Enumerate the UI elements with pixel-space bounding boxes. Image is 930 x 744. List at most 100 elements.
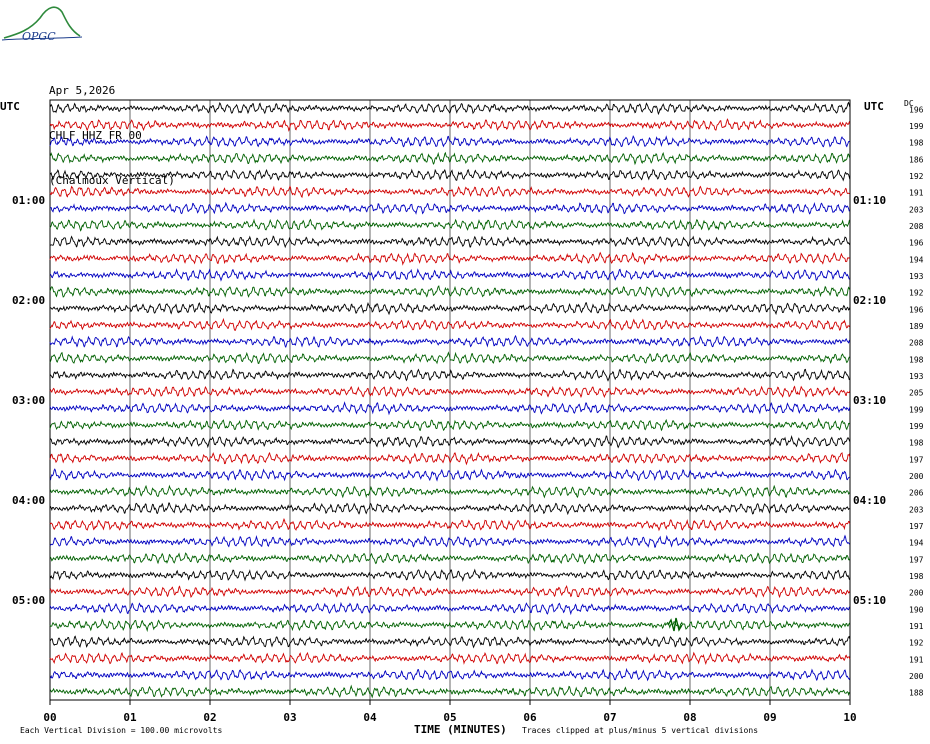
trace-row bbox=[49, 401, 851, 416]
row-offset-value: 203 bbox=[909, 505, 924, 514]
trace-row bbox=[49, 451, 851, 466]
row-offset-value: 198 bbox=[909, 355, 924, 364]
row-offset-value: 199 bbox=[909, 405, 924, 414]
row-offset-value: 199 bbox=[909, 122, 924, 131]
row-offset-value: 199 bbox=[909, 422, 924, 431]
right-time-label: 02:10 bbox=[853, 294, 886, 307]
row-offset-value: 192 bbox=[909, 172, 924, 181]
trace-row bbox=[49, 285, 851, 299]
rms-header: DC bbox=[904, 99, 914, 108]
trace-row bbox=[49, 534, 851, 548]
trace-row bbox=[49, 251, 851, 266]
row-offset-value: 197 bbox=[909, 455, 924, 464]
trace-row bbox=[49, 651, 851, 665]
row-offset-value: 193 bbox=[909, 372, 924, 381]
trace-row bbox=[49, 435, 851, 449]
row-offset-value: 196 bbox=[909, 305, 924, 314]
row-offset-value: 186 bbox=[909, 155, 924, 164]
trace-row bbox=[49, 317, 851, 331]
x-tick-label: 03 bbox=[283, 711, 296, 724]
left-time-label: 04:00 bbox=[12, 494, 45, 507]
trace-row bbox=[49, 568, 851, 582]
trace-row bbox=[49, 185, 850, 199]
x-tick-label: 04 bbox=[363, 711, 377, 724]
trace-row bbox=[49, 684, 850, 699]
x-tick-label: 05 bbox=[443, 711, 456, 724]
row-offset-value: 200 bbox=[909, 589, 924, 598]
trace-row bbox=[49, 218, 851, 232]
x-tick-label: 01 bbox=[123, 711, 137, 724]
row-offset-value: 193 bbox=[909, 272, 924, 281]
x-tick-label: 02 bbox=[203, 711, 216, 724]
row-offset-value: 197 bbox=[909, 522, 924, 531]
row-offset-value: 194 bbox=[909, 255, 924, 264]
left-time-label: 02:00 bbox=[12, 294, 45, 307]
row-offset-value: 206 bbox=[909, 489, 924, 498]
opgc-logo: OPGC bbox=[1, 6, 83, 43]
trace-row bbox=[49, 468, 851, 482]
row-offset-value: 191 bbox=[909, 655, 924, 664]
event-spike bbox=[667, 617, 683, 632]
x-axis-title: TIME (MINUTES) bbox=[414, 723, 507, 736]
trace-row bbox=[49, 135, 851, 148]
left-axis-title: UTC bbox=[0, 100, 20, 113]
clip-note: Traces clipped at plus/minus 5 vertical … bbox=[522, 726, 758, 735]
x-tick-label: 07 bbox=[603, 711, 616, 724]
trace-row bbox=[49, 334, 851, 348]
x-tick-label: 00 bbox=[43, 711, 56, 724]
row-offset-value: 200 bbox=[909, 472, 924, 481]
trace-row bbox=[49, 518, 851, 532]
row-offset-value: 191 bbox=[909, 622, 924, 631]
trace-row bbox=[49, 585, 851, 599]
row-offset-value: 208 bbox=[909, 222, 924, 231]
trace-row bbox=[49, 168, 851, 182]
row-offset-value: 203 bbox=[909, 205, 924, 214]
trace-row bbox=[49, 101, 851, 116]
axis-label-group: 196 199 198 186 192 191 203 208 196 194 193 192 196 1… bbox=[0, 99, 924, 736]
trace-row bbox=[49, 635, 851, 649]
trace-row bbox=[49, 302, 851, 316]
row-offset-value: 191 bbox=[909, 189, 924, 198]
row-offset-value: 190 bbox=[909, 605, 924, 614]
right-time-label: 03:10 bbox=[853, 394, 886, 407]
trace-row bbox=[49, 552, 851, 565]
station-label: CHLF HHZ FR 00 bbox=[49, 129, 142, 142]
trace-row bbox=[49, 385, 851, 399]
row-offset-value: 196 bbox=[909, 105, 924, 114]
x-tick-label: 06 bbox=[523, 711, 537, 724]
trace-row bbox=[49, 484, 851, 499]
left-time-label: 01:00 bbox=[12, 194, 45, 207]
row-offset-value: 198 bbox=[909, 139, 924, 148]
trace-row bbox=[49, 268, 851, 282]
row-offset-value: 189 bbox=[909, 322, 924, 331]
trace-row bbox=[49, 667, 851, 682]
row-offset-value: 192 bbox=[909, 289, 924, 298]
row-offset-value: 198 bbox=[909, 572, 924, 581]
trace-row bbox=[49, 351, 850, 365]
left-time-label: 03:00 bbox=[12, 394, 45, 407]
row-offset-value: 197 bbox=[909, 555, 924, 564]
chart-grid bbox=[49, 99, 851, 705]
right-time-label: 05:10 bbox=[853, 594, 886, 607]
trace-row bbox=[49, 601, 851, 616]
trace-row bbox=[49, 201, 850, 215]
date-label: Apr 5,2026 bbox=[49, 84, 116, 97]
trace-row bbox=[49, 235, 851, 249]
trace-row bbox=[49, 618, 851, 633]
row-offset-value: 196 bbox=[909, 239, 924, 248]
row-offset-value: 200 bbox=[909, 672, 924, 681]
row-offset-value: 194 bbox=[909, 539, 924, 548]
trace-row bbox=[49, 502, 850, 516]
right-time-label: 04:10 bbox=[853, 494, 886, 507]
logo-text: OPGC bbox=[22, 30, 56, 43]
trace-row bbox=[49, 151, 851, 166]
scale-note: Each Vertical Division = 100.00 microvol… bbox=[20, 726, 222, 735]
row-offset-value: 208 bbox=[909, 339, 924, 348]
x-tick-label: 09 bbox=[763, 711, 776, 724]
row-offset-value: 198 bbox=[909, 439, 924, 448]
x-tick-label: 10 bbox=[843, 711, 856, 724]
row-offset-value: 205 bbox=[909, 389, 924, 398]
right-axis-title: UTC bbox=[864, 100, 884, 113]
right-time-label: 01:10 bbox=[853, 194, 886, 207]
